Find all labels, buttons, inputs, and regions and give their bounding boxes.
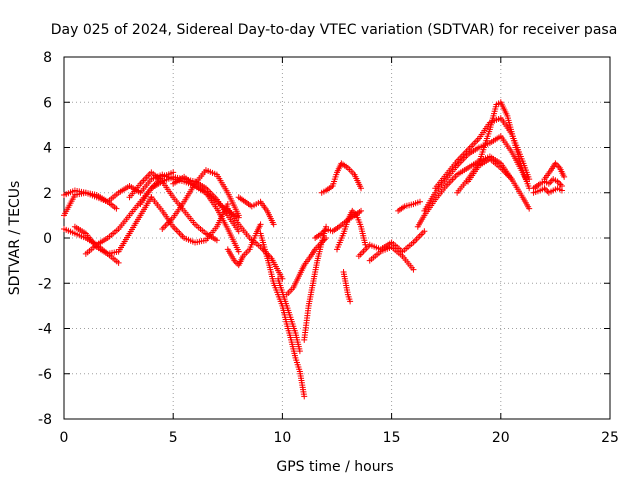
y-tick-label: 6	[43, 95, 52, 111]
chart-title: Day 025 of 2024, Sidereal Day-to-day VTE…	[51, 22, 618, 38]
series-track-24	[395, 198, 423, 214]
x-tick-label: 25	[601, 430, 619, 446]
data-point	[508, 176, 515, 183]
data-point	[257, 221, 264, 228]
y-tick-label: -6	[38, 367, 52, 383]
data-point	[556, 179, 563, 186]
y-axis-label: SDTVAR / TECUs	[7, 181, 23, 296]
series-track-22	[355, 228, 428, 260]
series-track-29	[465, 155, 515, 185]
series-track-13	[235, 194, 277, 228]
data-point	[270, 221, 277, 228]
data-point	[421, 228, 428, 235]
data-point	[235, 228, 242, 235]
series-track-12	[224, 221, 264, 269]
data-point	[557, 181, 564, 188]
series-track-14	[257, 230, 308, 400]
data-point	[213, 237, 220, 244]
data-point	[416, 198, 423, 205]
series-track-31	[530, 185, 565, 196]
axis-ticks: 0 5 10 15 20 25 -8 -6 -4 -2 0 2 4 6 8	[38, 50, 619, 446]
y-tick-label: -2	[38, 276, 52, 292]
x-tick-label: 15	[383, 430, 401, 446]
data-point	[358, 185, 365, 192]
data-point	[410, 266, 417, 273]
series-track-23	[366, 244, 417, 273]
series-track-30	[530, 176, 565, 192]
x-tick-label: 5	[169, 430, 178, 446]
data-point	[296, 348, 303, 355]
series-track-32	[541, 160, 568, 183]
series-track-19	[318, 160, 365, 196]
y-tick-label: 2	[43, 186, 52, 202]
series-track-20	[334, 207, 369, 253]
y-tick-label: 0	[43, 231, 52, 247]
x-tick-label: 10	[273, 430, 291, 446]
y-tick-label: -8	[38, 412, 52, 428]
series-track-21	[340, 268, 354, 305]
y-tick-label: 8	[43, 50, 52, 66]
data-point	[526, 205, 533, 212]
grid-lines	[64, 57, 610, 419]
data-points	[61, 99, 568, 400]
data-point	[235, 212, 242, 219]
data-point	[358, 207, 365, 214]
x-tick-label: 0	[60, 430, 69, 446]
series-track-25	[414, 153, 533, 230]
series-track-9	[159, 167, 242, 232]
data-point	[301, 393, 308, 400]
data-point	[347, 298, 354, 305]
y-tick-label: 4	[43, 141, 52, 157]
data-point	[321, 227, 328, 234]
data-point	[558, 187, 565, 194]
data-point	[115, 259, 122, 266]
series-track-2	[61, 189, 120, 219]
series-track-10	[170, 173, 242, 255]
data-point	[235, 248, 242, 255]
data-point	[561, 173, 568, 180]
x-tick-label: 20	[492, 430, 510, 446]
y-tick-label: -4	[38, 322, 52, 338]
series-track-28	[454, 99, 533, 196]
data-point	[113, 205, 120, 212]
x-axis-label: GPS time / hours	[276, 459, 393, 475]
